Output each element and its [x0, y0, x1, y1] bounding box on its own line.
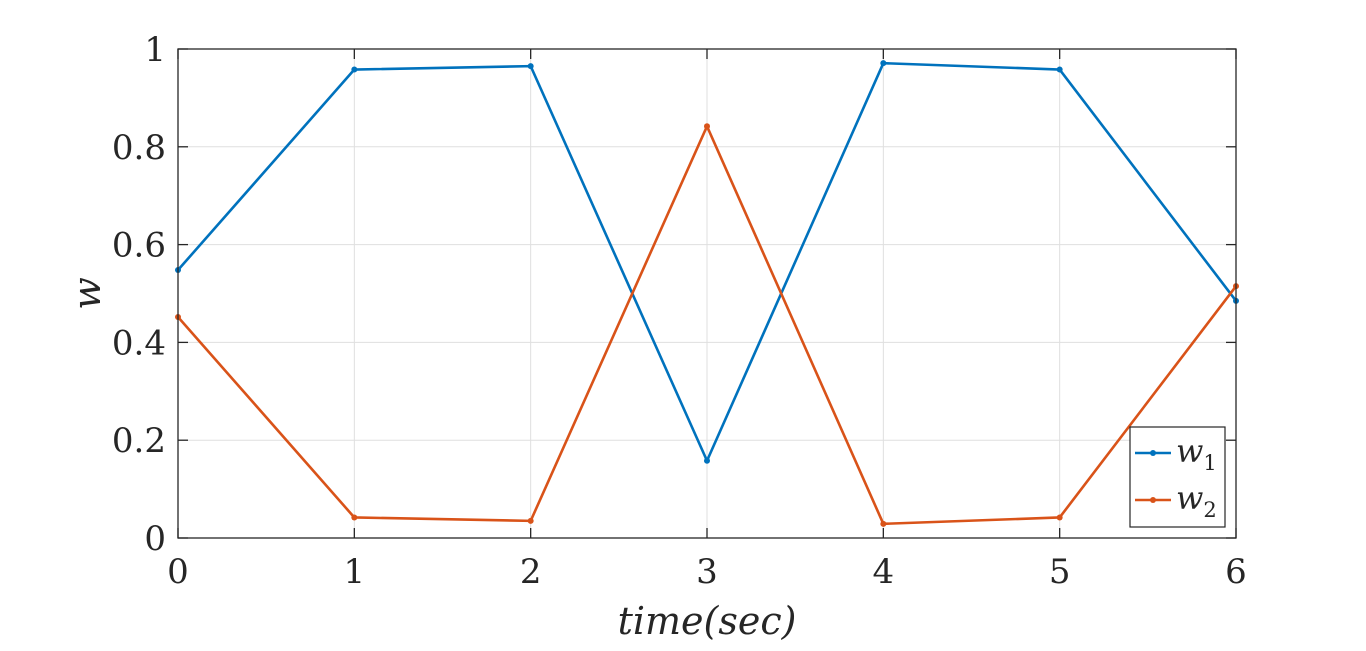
y-tick-label: 0.8 — [112, 128, 166, 168]
y-axis-label: w — [65, 277, 109, 310]
x-tick-label: 5 — [1049, 552, 1071, 592]
legend-marker — [1150, 497, 1156, 503]
x-tick-label: 0 — [167, 552, 189, 592]
y-tick-label: 1 — [144, 30, 166, 70]
data-point-w2 — [527, 517, 534, 524]
data-point-w2 — [704, 123, 710, 130]
y-tick-label: 0.2 — [112, 421, 166, 461]
x-tick-label: 2 — [520, 552, 542, 592]
legend-box — [1129, 426, 1226, 528]
legend-marker — [1150, 450, 1156, 456]
grid — [177, 48, 1237, 539]
data-point-w1 — [1056, 66, 1063, 73]
x-tick-label: 6 — [1225, 552, 1247, 592]
legend-label: w2 — [1176, 479, 1217, 522]
y-tick-label: 0.4 — [112, 323, 166, 363]
series-w1 — [175, 60, 1239, 464]
data-point-w2 — [351, 514, 358, 521]
x-tick-label: 1 — [344, 552, 366, 592]
series-w2 — [175, 123, 1239, 527]
x-tick-label: 3 — [696, 552, 718, 592]
data-point-w2 — [880, 520, 887, 527]
legend-item-w2: w2 — [1135, 479, 1217, 522]
legend-item-w1: w1 — [1135, 432, 1217, 475]
data-point-w1 — [704, 457, 710, 464]
data-point-w1 — [527, 63, 534, 70]
x-tick-label: 4 — [873, 552, 895, 592]
series-layer — [175, 60, 1239, 527]
y-tick-label: 0 — [144, 519, 166, 559]
data-point-w1 — [880, 60, 887, 67]
x-axis-label: time(sec) — [618, 599, 797, 643]
data-point-w2 — [1056, 514, 1063, 521]
legend-label: w1 — [1176, 432, 1217, 475]
data-point-w1 — [351, 66, 358, 73]
axis-ticks: 0 1 2 3 4 5 6 0 0.2 0.4 0.6 0.8 1 — [112, 30, 1247, 592]
y-tick-label: 0.6 — [112, 226, 166, 266]
